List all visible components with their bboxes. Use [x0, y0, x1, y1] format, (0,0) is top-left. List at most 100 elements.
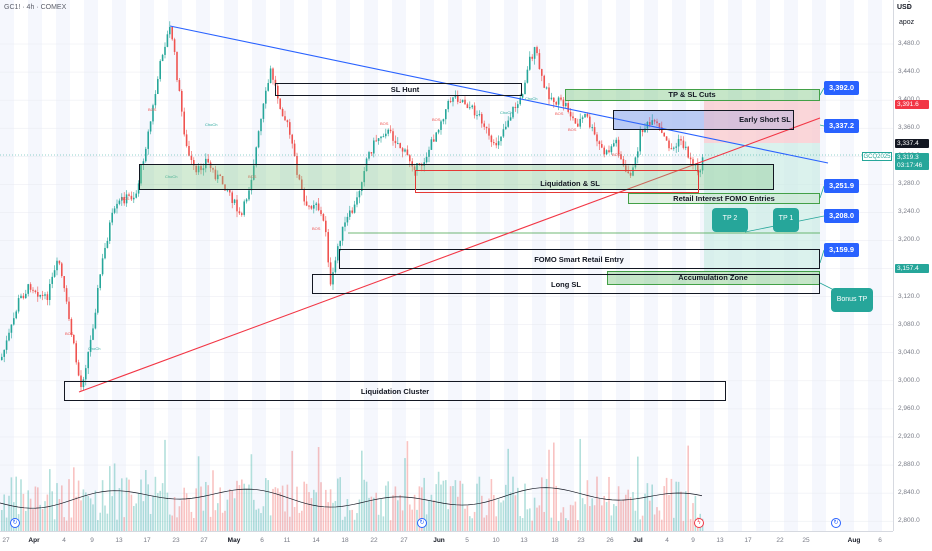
structure-marker: BOS [65, 331, 74, 336]
session-shading [0, 0, 14, 531]
volume-bar [353, 519, 356, 531]
date-tick: 18 [551, 537, 559, 544]
candle-body [692, 159, 694, 166]
currency-label[interactable]: USD [897, 4, 912, 11]
volume-bar [70, 517, 73, 531]
candle-body [291, 134, 293, 144]
long-sl-zone[interactable] [312, 274, 820, 294]
volume-bar [601, 505, 603, 531]
callout-3392[interactable]: 3,392.0 [824, 81, 860, 95]
chart-plot-area[interactable]: BOS ChoCh BOS ChoCh BOS BOS BOS BOS ChoCh ChoCh BO… [0, 0, 893, 531]
volume-bar [145, 470, 147, 531]
date-tick: 13 [716, 537, 724, 544]
replay-icon-mid[interactable]: ↻ [417, 518, 427, 528]
volume-bar [44, 501, 46, 531]
liquidation-cluster-zone[interactable] [64, 381, 726, 401]
candle-body [425, 156, 428, 163]
replay-icon-right[interactable]: ↻ [831, 518, 841, 528]
volume-bar [692, 503, 694, 531]
candle-body [416, 163, 418, 171]
candle-body [130, 195, 133, 200]
candle-body [493, 142, 495, 144]
candle-body [303, 189, 305, 202]
volume-bar [519, 516, 521, 531]
candle-body [509, 117, 512, 121]
tp1-label[interactable]: TP 1 [773, 208, 799, 232]
candle-body [507, 120, 509, 127]
tp2-label[interactable]: TP 2 [712, 208, 748, 232]
callout-connector [819, 87, 825, 96]
callout-3251[interactable]: 3,251.9 [824, 179, 860, 193]
callout-3208[interactable]: 3,208.0 [824, 209, 860, 223]
fomo-smart-retail-zone[interactable] [339, 249, 820, 269]
volume-bar [85, 492, 87, 531]
candle-body [68, 301, 70, 320]
callout-3337[interactable]: 3,337.2 [824, 119, 860, 133]
menu-icon[interactable]: ⋮ [905, 0, 913, 9]
session-shading [364, 0, 378, 531]
volume-bar [53, 519, 56, 531]
candle-body [226, 189, 229, 191]
candle-body [634, 157, 637, 168]
volume-bar [281, 485, 284, 531]
candle-body [560, 97, 562, 100]
candle-body [605, 150, 608, 155]
candle-body [65, 288, 68, 302]
liquidation-sl-zone[interactable] [139, 164, 774, 190]
session-shading [504, 0, 518, 531]
volume-bar [41, 508, 44, 531]
candle-body [649, 121, 651, 125]
volume-bar [404, 458, 406, 531]
candle-body [538, 53, 541, 70]
volume-bar [524, 483, 526, 531]
volume-bar [39, 504, 41, 531]
candle-body [32, 289, 34, 291]
volume-bar [101, 480, 104, 531]
candle-body [433, 139, 435, 142]
volume-bar [591, 498, 593, 531]
early-short-sl-zone[interactable] [613, 110, 794, 130]
volume-bar [200, 486, 202, 531]
volume-bar [63, 517, 65, 531]
sl-hunt-zone[interactable] [275, 83, 522, 96]
session-shading [840, 0, 854, 531]
candle-body [209, 162, 212, 169]
volume-bar [106, 513, 109, 531]
volume-bar [589, 506, 591, 531]
candle-body [178, 80, 181, 91]
candle-body [637, 151, 639, 158]
replay-icon-left[interactable]: ↻ [10, 518, 20, 528]
volume-bar [469, 516, 471, 531]
volume-bar [229, 489, 231, 531]
volume-bar [673, 517, 675, 531]
callout-3159[interactable]: 3,159.9 [824, 243, 860, 257]
tp-sl-cuts-zone[interactable] [565, 89, 820, 101]
candle-body [183, 111, 185, 135]
candle-body [315, 203, 317, 206]
candle-body [445, 109, 447, 120]
date-tick: 23 [577, 537, 585, 544]
volume-bar [421, 487, 423, 531]
retail-fomo-zone[interactable] [628, 193, 820, 204]
sl-hunt-label: SL Hunt [390, 85, 420, 94]
bonus-tp-label[interactable]: Bonus TP [831, 288, 873, 312]
volume-bar [13, 502, 15, 531]
candle-body [197, 166, 200, 173]
structure-marker: ChoCh [205, 122, 217, 127]
time-axis[interactable] [0, 531, 893, 551]
candle-body [565, 103, 567, 107]
structure-marker: BOS [555, 111, 564, 116]
candle-body [262, 103, 265, 119]
candle-body [121, 196, 123, 201]
callout-connector [819, 249, 825, 264]
date-tick: 23 [172, 537, 180, 544]
volume-bar [490, 479, 493, 531]
candle-body [469, 107, 471, 109]
price-tick: 3,040.0 [898, 348, 920, 356]
lightning-icon[interactable]: ϟ [694, 518, 704, 528]
session-shading [112, 0, 126, 531]
candle-body [214, 169, 217, 180]
volume-bar [274, 487, 277, 531]
volume-bar [363, 479, 365, 531]
volume-bar [265, 478, 267, 531]
